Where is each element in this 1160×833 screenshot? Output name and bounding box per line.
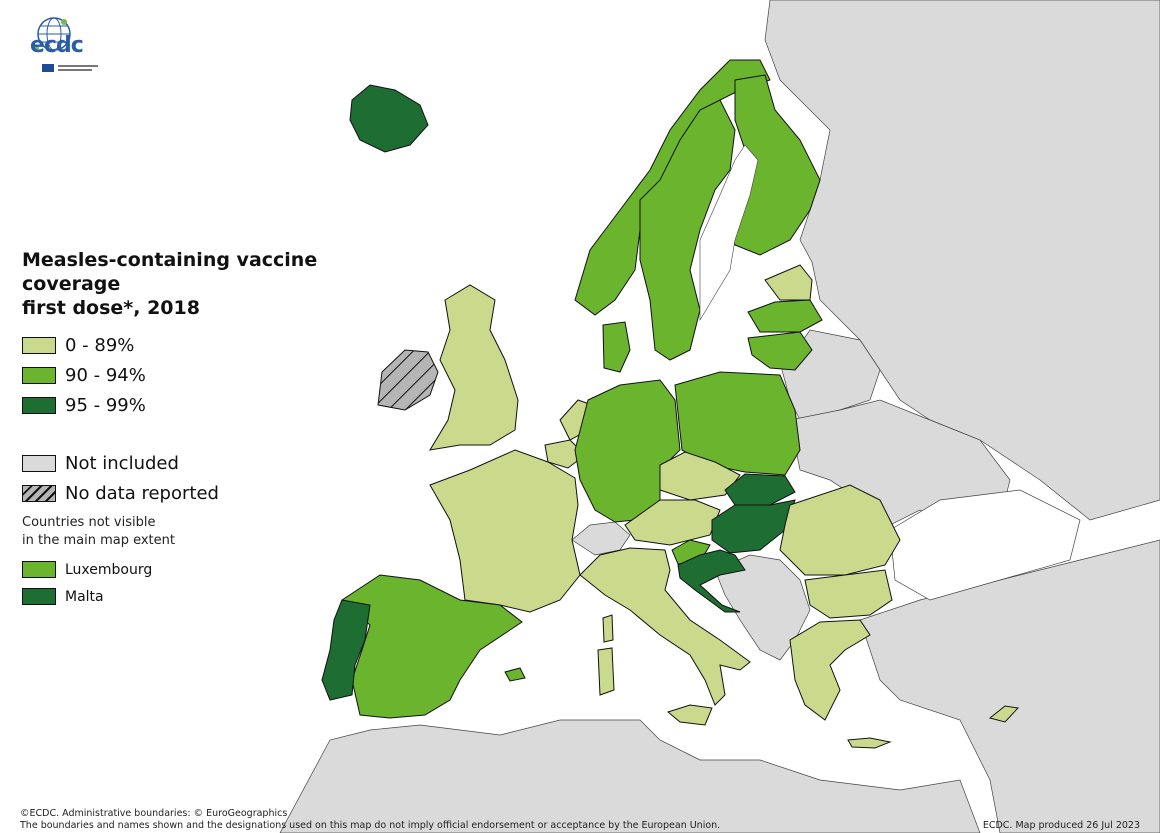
region-baltic-sea: [699, 144, 759, 322]
region-black-sea: [889, 489, 1081, 601]
region-cyprus: [988, 705, 1020, 723]
region-spain: [341, 574, 523, 719]
ecdc-logo: [26, 12, 106, 78]
swatch-not-included: [22, 454, 56, 472]
region-latvia: [747, 299, 823, 333]
logo-text: ecdc: [30, 33, 84, 58]
legend-item-not-included: Not included: [22, 448, 422, 478]
legend-label-dark: 95 - 99%: [65, 394, 146, 416]
region-corsica: [602, 614, 614, 643]
region-croatia: [677, 549, 746, 613]
region-lithuania: [747, 331, 813, 371]
legend-item-mid: 90 - 94%: [22, 360, 422, 390]
label-malta: Malta: [65, 588, 104, 605]
region-switzerland: [571, 521, 631, 556]
region-portugal: [321, 599, 371, 701]
region-sicily: [666, 704, 713, 726]
region-balearic: [504, 667, 526, 682]
legend-label-no-data: No data reported: [65, 482, 219, 504]
legend-title-line2: first dose*, 2018: [22, 297, 200, 319]
region-north-africa: [279, 719, 981, 833]
legend-item-light: 0 - 89%: [22, 330, 422, 360]
region-iceland: [349, 84, 429, 153]
region-estonia: [764, 264, 813, 301]
legend-small-malta: Malta: [22, 583, 422, 610]
legend-label-mid: 90 - 94%: [65, 364, 146, 386]
region-romania: [779, 484, 901, 576]
map-legend: Measles-containing vaccine coverage firs…: [22, 248, 422, 610]
region-ireland: [377, 349, 439, 411]
note-line2: in the main map extent: [22, 533, 175, 548]
region-crete: [847, 737, 892, 749]
region-denmark: [602, 321, 631, 373]
region-bulgaria: [804, 569, 893, 619]
legend-note: Countries not visible in the main map ex…: [22, 514, 422, 550]
region-uk: [429, 284, 519, 451]
legend-label-not-included: Not included: [65, 452, 179, 474]
region-norway: [574, 59, 771, 316]
region-sweden: [639, 99, 736, 361]
swatch-mid: [22, 366, 56, 384]
footer-produced: ECDC. Map produced 26 Jul 2023: [982, 820, 1140, 831]
legend-item-no-data: No data reported: [22, 478, 422, 508]
note-line1: Countries not visible: [22, 515, 156, 530]
swatch-malta: [22, 588, 56, 605]
swatch-luxembourg: [22, 561, 56, 578]
region-greece: [789, 619, 871, 721]
label-luxembourg: Luxembourg: [65, 561, 153, 578]
legend-item-dark: 95 - 99%: [22, 390, 422, 420]
footer-line1: ©ECDC. Administrative boundaries: © Euro…: [20, 808, 288, 819]
region-russia: [764, 0, 1160, 521]
legend-small-luxembourg: Luxembourg: [22, 556, 422, 583]
swatch-no-data: [22, 484, 56, 502]
swatch-dark: [22, 396, 56, 414]
region-italy: [579, 547, 751, 706]
legend-title-line1: Measles-containing vaccine coverage: [22, 249, 318, 295]
swatch-light: [22, 336, 56, 354]
globe-logo-icon: [33, 17, 98, 72]
footer-line2: The boundaries and names shown and the d…: [20, 820, 721, 831]
legend-label-light: 0 - 89%: [65, 334, 135, 356]
region-sardinia: [597, 647, 615, 696]
footer-credits: ©ECDC. Administrative boundaries: © Euro…: [20, 808, 720, 832]
